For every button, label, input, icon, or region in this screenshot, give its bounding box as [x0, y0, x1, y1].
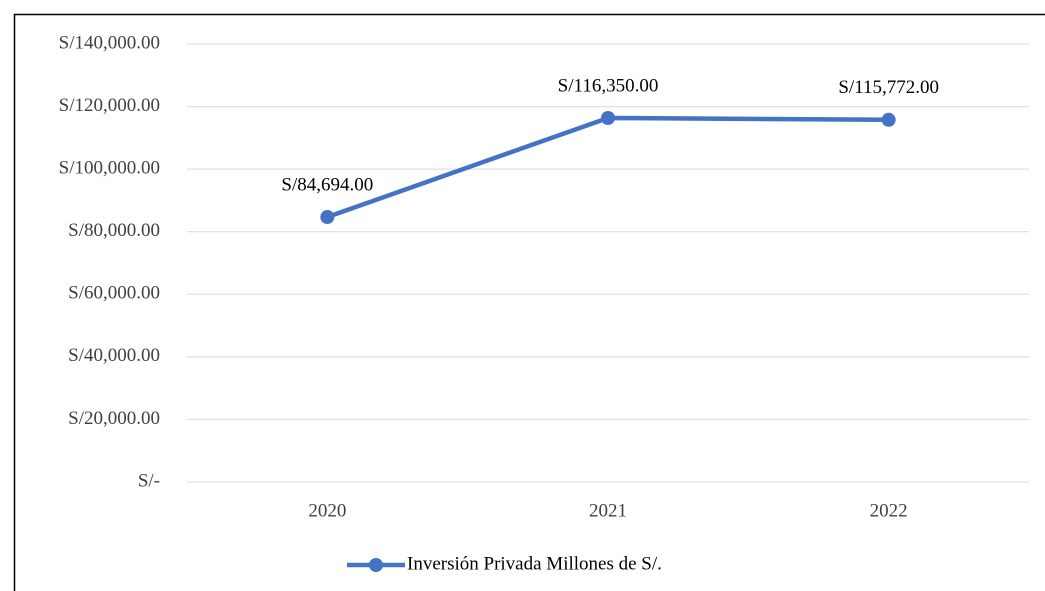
y-tick-label: S/80,000.00 [68, 220, 160, 241]
y-tick-label: S/- [138, 470, 160, 491]
data-label: S/84,694.00 [281, 174, 373, 195]
marker [320, 210, 335, 225]
y-tick-label: S/60,000.00 [68, 283, 160, 304]
data-label: S/116,350.00 [558, 75, 659, 96]
data-label: S/115,772.00 [838, 77, 939, 98]
x-tick-label: 2022 [870, 500, 908, 521]
y-tick-label: S/40,000.00 [68, 345, 160, 366]
y-tick-label: S/100,000.00 [59, 158, 160, 179]
y-tick-label: S/140,000.00 [59, 32, 160, 53]
marker [881, 112, 896, 127]
marker [601, 110, 615, 125]
legend-label: Inversión Privada Millones de S/. [407, 553, 662, 574]
x-tick-label: 2021 [589, 500, 627, 521]
x-tick-label: 2020 [308, 500, 346, 521]
chart-border [13, 13, 1045, 591]
y-tick-label: S/120,000.00 [59, 95, 160, 116]
legend-marker [369, 558, 383, 572]
y-tick-label: S/20,000.00 [68, 408, 160, 429]
